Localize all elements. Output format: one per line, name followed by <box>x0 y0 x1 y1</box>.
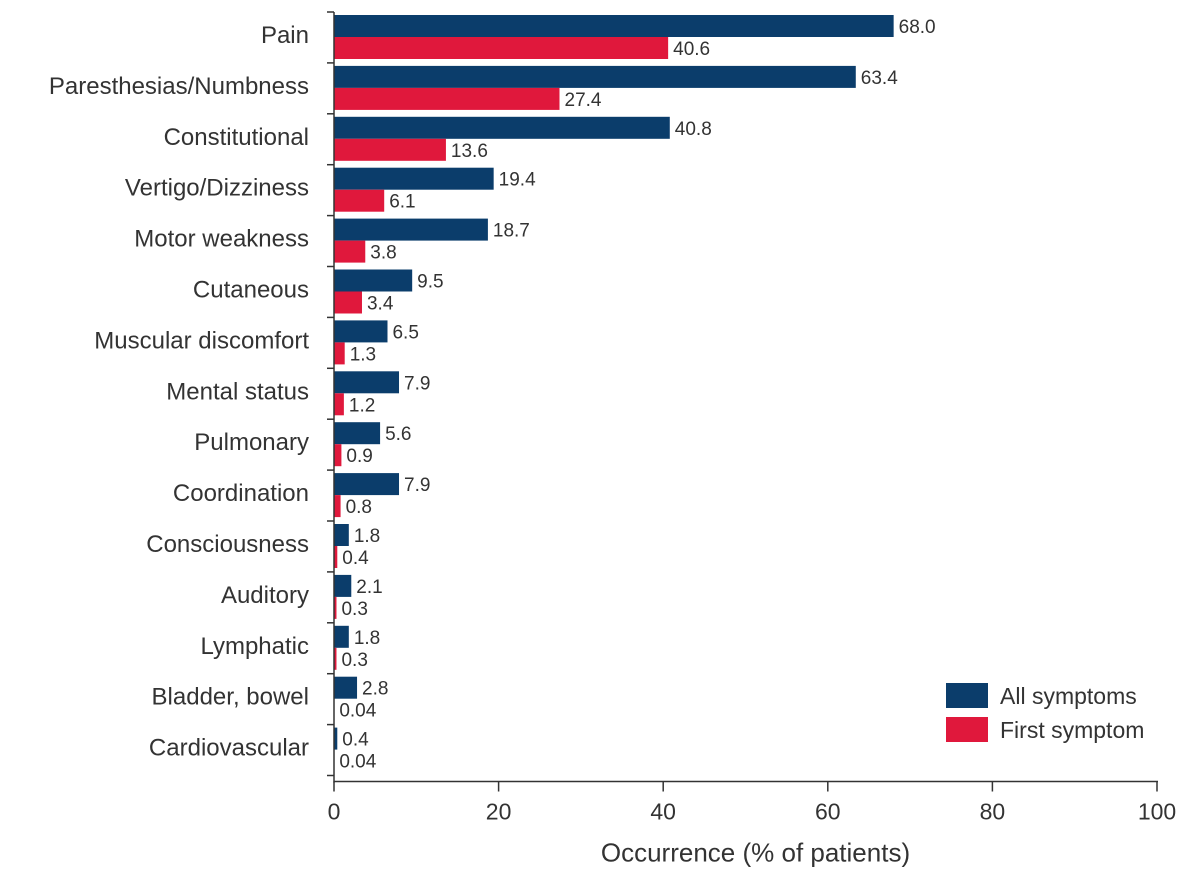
data-label: 0.8 <box>346 497 372 518</box>
x-tick-label: 80 <box>980 799 1006 825</box>
data-label: 7.9 <box>404 373 430 394</box>
legend-label: All symptoms <box>1000 683 1137 709</box>
data-label: 1.3 <box>350 344 376 365</box>
bar-all-symptoms <box>334 677 357 699</box>
bar-all-symptoms <box>334 15 894 37</box>
category-label: Pulmonary <box>194 429 309 456</box>
data-label: 40.6 <box>673 39 710 60</box>
x-tick-label: 20 <box>486 799 512 825</box>
data-label: 2.8 <box>362 679 388 700</box>
category-label: Muscular discomfort <box>94 327 309 354</box>
legend-label: First symptom <box>1000 717 1144 743</box>
data-label: 9.5 <box>417 272 443 293</box>
bar-first-symptom <box>334 241 365 263</box>
bar-all-symptoms <box>334 66 856 88</box>
data-label: 3.8 <box>370 243 396 264</box>
data-label: 0.4 <box>342 730 369 751</box>
bar-first-symptom <box>334 495 341 517</box>
data-label: 68.0 <box>899 17 936 38</box>
category-label: Consciousness <box>146 531 309 558</box>
category-label: Pain <box>261 22 309 49</box>
x-tick-label: 60 <box>815 799 841 825</box>
data-label: 1.8 <box>354 628 380 649</box>
bar-first-symptom <box>334 292 362 314</box>
bar-first-symptom <box>334 139 446 161</box>
bar-all-symptoms <box>334 219 488 241</box>
data-label: 7.9 <box>404 475 430 496</box>
data-label: 18.7 <box>493 221 530 242</box>
x-tick-label: 0 <box>328 799 341 825</box>
data-label: 40.8 <box>675 119 712 140</box>
bar-all-symptoms <box>334 524 349 546</box>
bar-first-symptom <box>334 190 384 212</box>
data-label: 3.4 <box>367 294 394 315</box>
data-label: 0.4 <box>342 548 369 569</box>
data-label: 0.04 <box>339 701 376 722</box>
category-label: Cutaneous <box>193 277 309 304</box>
bar-all-symptoms <box>334 168 494 190</box>
bar-all-symptoms <box>334 422 380 444</box>
data-label: 1.8 <box>354 526 380 547</box>
bar-all-symptoms <box>334 117 670 139</box>
data-label: 63.4 <box>861 68 898 89</box>
category-label: Vertigo/Dizziness <box>125 175 309 202</box>
category-label: Auditory <box>221 582 309 609</box>
bar-first-symptom <box>334 342 345 364</box>
bar-all-symptoms <box>334 575 351 597</box>
category-label: Constitutional <box>164 124 309 151</box>
bar-first-symptom <box>334 444 341 466</box>
data-label: 0.3 <box>341 650 367 671</box>
data-label: 5.6 <box>385 424 411 445</box>
x-tick-label: 100 <box>1138 799 1176 825</box>
legend-swatch <box>946 683 988 708</box>
bar-first-symptom <box>334 393 344 415</box>
data-label: 27.4 <box>565 90 602 111</box>
category-label: Bladder, bowel <box>152 684 309 711</box>
bar-first-symptom <box>334 37 668 59</box>
category-label: Coordination <box>173 480 309 507</box>
x-tick-label: 40 <box>650 799 676 825</box>
category-label: Lymphatic <box>201 633 310 660</box>
category-label: Paresthesias/Numbness <box>49 73 309 100</box>
bar-all-symptoms <box>334 626 349 648</box>
data-label: 0.3 <box>341 599 367 620</box>
category-label: Cardiovascular <box>149 735 309 762</box>
category-label: Mental status <box>166 378 309 405</box>
bar-all-symptoms <box>334 320 387 342</box>
data-label: 0.04 <box>339 752 376 773</box>
category-label: Motor weakness <box>134 226 309 253</box>
data-label: 6.1 <box>389 192 415 213</box>
data-label: 13.6 <box>451 141 488 162</box>
bar-all-symptoms <box>334 371 399 393</box>
data-label: 19.4 <box>499 170 536 191</box>
bar-first-symptom <box>334 88 560 110</box>
x-axis-title: Occurrence (% of patients) <box>601 838 910 868</box>
bar-all-symptoms <box>334 270 412 292</box>
legend-swatch <box>946 717 988 742</box>
data-label: 2.1 <box>356 577 382 598</box>
bar-all-symptoms <box>334 473 399 495</box>
data-label: 1.2 <box>349 395 375 416</box>
data-label: 6.5 <box>392 322 418 343</box>
data-label: 0.9 <box>346 446 372 467</box>
